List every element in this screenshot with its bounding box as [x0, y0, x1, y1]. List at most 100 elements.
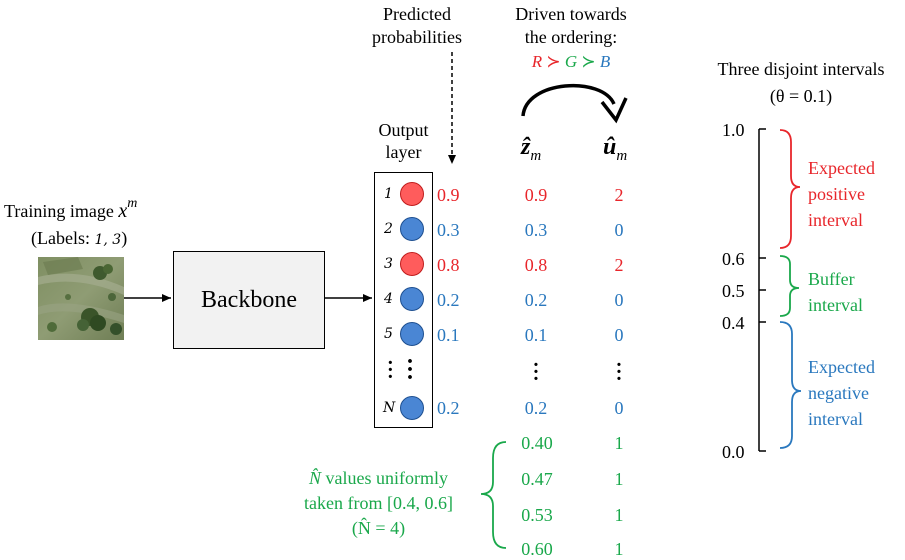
z-extra-value: 0.53: [521, 505, 553, 525]
buffer-line2: interval: [808, 295, 863, 315]
z-extra-value: 0.40: [521, 433, 553, 453]
output-layer-box: [374, 172, 433, 428]
order-r: R: [531, 52, 543, 71]
input-labels-values: 1, 3: [94, 232, 122, 248]
input-title: Training image xm: [4, 197, 137, 222]
negative-line3: interval: [808, 409, 863, 429]
node-prob: 0.1: [437, 325, 460, 345]
u-value: 2: [614, 255, 624, 275]
node-index: N: [383, 400, 396, 416]
input-labels-prefix: (Labels:: [31, 228, 95, 248]
positive-line2: positive: [808, 184, 865, 204]
tick-label: 0.5: [722, 281, 745, 301]
z-value: 0.8: [524, 255, 548, 275]
node-index: 1: [384, 186, 393, 202]
z-extra-value: 0.60: [521, 539, 553, 559]
input-title-var: x: [118, 200, 128, 222]
node-prob: 0.9: [437, 185, 460, 205]
z-value: 0.2: [524, 398, 548, 418]
node-prob: 0.8: [437, 255, 460, 275]
driven-line2: the ordering:: [524, 27, 618, 47]
negative-interval-label: Expected negative interval: [808, 354, 875, 432]
uniform-note: N̂ values uniformly taken from [0.4, 0.6…: [276, 466, 481, 541]
positive-line3: interval: [808, 210, 863, 230]
z-value: 0.2: [524, 290, 548, 310]
output-layer-label-line2: layer: [385, 142, 422, 162]
positive-bracket: [779, 129, 801, 249]
uniform-note-line1: N̂ values uniformly: [276, 466, 481, 491]
tick-label: 0.4: [722, 313, 745, 333]
backbone-label: Backbone: [201, 286, 297, 313]
node-index: 2: [384, 221, 393, 237]
order-g: G: [564, 52, 578, 71]
node-prob: 0.3: [437, 220, 460, 240]
backbone-box: Backbone: [173, 251, 325, 349]
z-value: 0.9: [524, 185, 548, 205]
tick-label: 0.0: [722, 442, 745, 462]
node-index: 4: [384, 291, 393, 307]
arrow-ordering-curve: [521, 83, 616, 117]
intervals-title-line1: Three disjoint intervals: [717, 59, 885, 79]
input-labels: (Labels: 1, 3): [31, 229, 127, 247]
u-extra-value: 1: [614, 469, 624, 489]
arrow-ordering-head: [600, 97, 628, 124]
ordering: R ≻ G ≻ B: [494, 53, 648, 70]
predicted-line2: probabilities: [372, 27, 462, 47]
positive-line1: Expected: [808, 158, 875, 178]
negative-line1: Expected: [808, 357, 875, 377]
buffer-line1: Buffer: [808, 269, 855, 289]
output-layer-label: Output layer: [366, 119, 441, 163]
uniform-note-line3: (N̂ = 4): [351, 518, 406, 538]
u-extra-value: 1: [614, 433, 624, 453]
tick-label: 1.0: [722, 120, 745, 140]
z-extra-value: 0.47: [521, 469, 553, 489]
succ-2: ≻: [581, 52, 596, 71]
uniform-note-line2: taken from [0.4, 0.6]: [304, 493, 453, 513]
node-circle: [400, 217, 424, 241]
u-header: ûm: [603, 134, 627, 165]
training-image: [38, 257, 124, 340]
node-circle: [400, 322, 424, 346]
tick-label: 0.6: [722, 249, 745, 269]
order-b: B: [599, 52, 611, 71]
input-title-text: Training image: [4, 201, 119, 221]
u-value: 0: [614, 220, 624, 240]
buffer-interval-label: Buffer interval: [808, 266, 863, 318]
node-index: 5: [384, 326, 393, 342]
intervals-theta: (θ = 0.1): [769, 86, 833, 106]
succ-1: ≻: [546, 52, 561, 71]
intervals-title: Three disjoint intervals (θ = 0.1): [696, 56, 905, 110]
u-value: 0: [614, 325, 624, 345]
driven-label: Driven towards the ordering:: [494, 3, 648, 49]
z-value: 0.3: [524, 220, 548, 240]
positive-interval-label: Expected positive interval: [808, 155, 875, 233]
predicted-line1: Predicted: [383, 4, 451, 24]
z-ellipsis: · · ·: [532, 354, 540, 390]
negative-bracket: [779, 321, 802, 449]
u-extra-value: 1: [614, 539, 624, 559]
u-extra-value: 1: [614, 505, 624, 525]
predicted-probabilities-label: Predicted probabilities: [358, 3, 476, 49]
u-header-sub: m: [616, 147, 628, 164]
u-value: 0: [614, 290, 624, 310]
buffer-bracket: [779, 255, 800, 317]
node-circle: [400, 396, 424, 420]
node-index: 3: [384, 256, 393, 272]
node-circle: [400, 182, 424, 206]
z-header-symbol: ẑ: [521, 134, 531, 160]
node-prob: 0.2: [437, 290, 460, 310]
node-circle: [400, 252, 424, 276]
u-ellipsis: · · ·: [615, 354, 623, 390]
uniform-bracket: [480, 441, 507, 549]
z-value: 0.1: [524, 325, 548, 345]
z-header-sub: m: [530, 147, 542, 164]
node-ellipsis-large: · · ·: [406, 349, 415, 391]
uniform-note-n: N̂: [309, 468, 322, 488]
uniform-note-line1-rest: values uniformly: [321, 468, 448, 488]
u-value: 0: [614, 398, 624, 418]
driven-line1: Driven towards: [515, 4, 627, 24]
input-labels-suffix: ): [121, 228, 128, 248]
node-ellipsis: · · ·: [387, 352, 394, 388]
node-circle: [400, 287, 424, 311]
